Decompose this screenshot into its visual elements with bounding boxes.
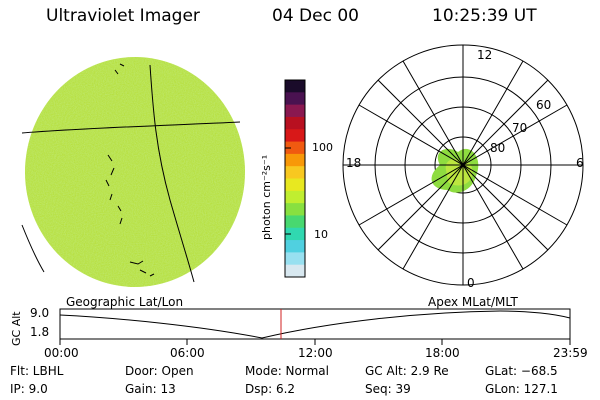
info-glat: GLat: −68.5	[485, 364, 558, 378]
colorbar-segment	[285, 141, 305, 155]
lat-label-70: 70	[512, 121, 528, 135]
x-tick-1200: 12:00	[298, 346, 333, 360]
info-glon: GLon: 127.1	[485, 382, 558, 396]
colorbar-segment	[285, 227, 305, 241]
info-gain: Gain: 13	[125, 382, 176, 396]
colorbar-segment	[285, 166, 305, 179]
colorbar-segment	[285, 116, 305, 130]
mlt-label-12: 12	[477, 48, 493, 62]
mlt-label-0: 0	[467, 276, 475, 290]
lat-label-60: 60	[536, 98, 552, 112]
timeline-y-bottom: 1.8	[30, 325, 50, 339]
info-seq: Seq: 39	[365, 382, 411, 396]
instrument-title: Ultraviolet Imager	[46, 6, 200, 26]
colorbar-segment	[285, 215, 305, 229]
x-tick-0600: 06:00	[170, 346, 205, 360]
info-door: Door: Open	[125, 364, 194, 378]
info-mode: Mode: Normal	[245, 364, 329, 378]
colorbar-segment	[285, 203, 305, 216]
lat-label-80: 80	[490, 141, 506, 155]
colorbar-segment	[285, 92, 305, 106]
colorbar-segment	[285, 104, 305, 118]
colorbar-segment	[285, 153, 305, 167]
info-gc-alt: GC Alt: 2.9 Re	[365, 364, 449, 378]
colorbar-tick-10: 10	[314, 228, 328, 241]
colorbar-segment	[285, 190, 305, 204]
lat-lon-grid	[21, 64, 241, 283]
info-filter: Flt: LBHL	[10, 364, 64, 378]
x-tick-0000: 00:00	[44, 346, 79, 360]
x-tick-2359: 23:59	[553, 346, 588, 360]
colorbar-segment	[285, 264, 305, 278]
x-tick-1800: 18:00	[425, 346, 460, 360]
colorbar-segment	[285, 80, 305, 93]
time-label: 10:25:39 UT	[432, 6, 537, 26]
coastline-dashes	[21, 63, 155, 277]
colorbar-segment	[285, 240, 305, 253]
colorbar-segment	[285, 129, 305, 143]
colorbar-segment	[285, 252, 305, 266]
timeline-left-title: Geographic Lat/Lon	[66, 295, 184, 309]
info-ip: IP: 9.0	[10, 382, 48, 396]
timeline-right-title: Apex MLat/MLT	[428, 295, 518, 309]
mlt-label-6: 6	[576, 156, 584, 170]
info-dsp: Dsp: 6.2	[245, 382, 296, 396]
timeline-y-top: 9.0	[30, 306, 50, 320]
mlt-label-18: 18	[346, 156, 362, 170]
colorbar-tick-100: 100	[312, 141, 333, 154]
date-label: 04 Dec 00	[272, 6, 359, 26]
colorbar-segment	[285, 178, 305, 192]
